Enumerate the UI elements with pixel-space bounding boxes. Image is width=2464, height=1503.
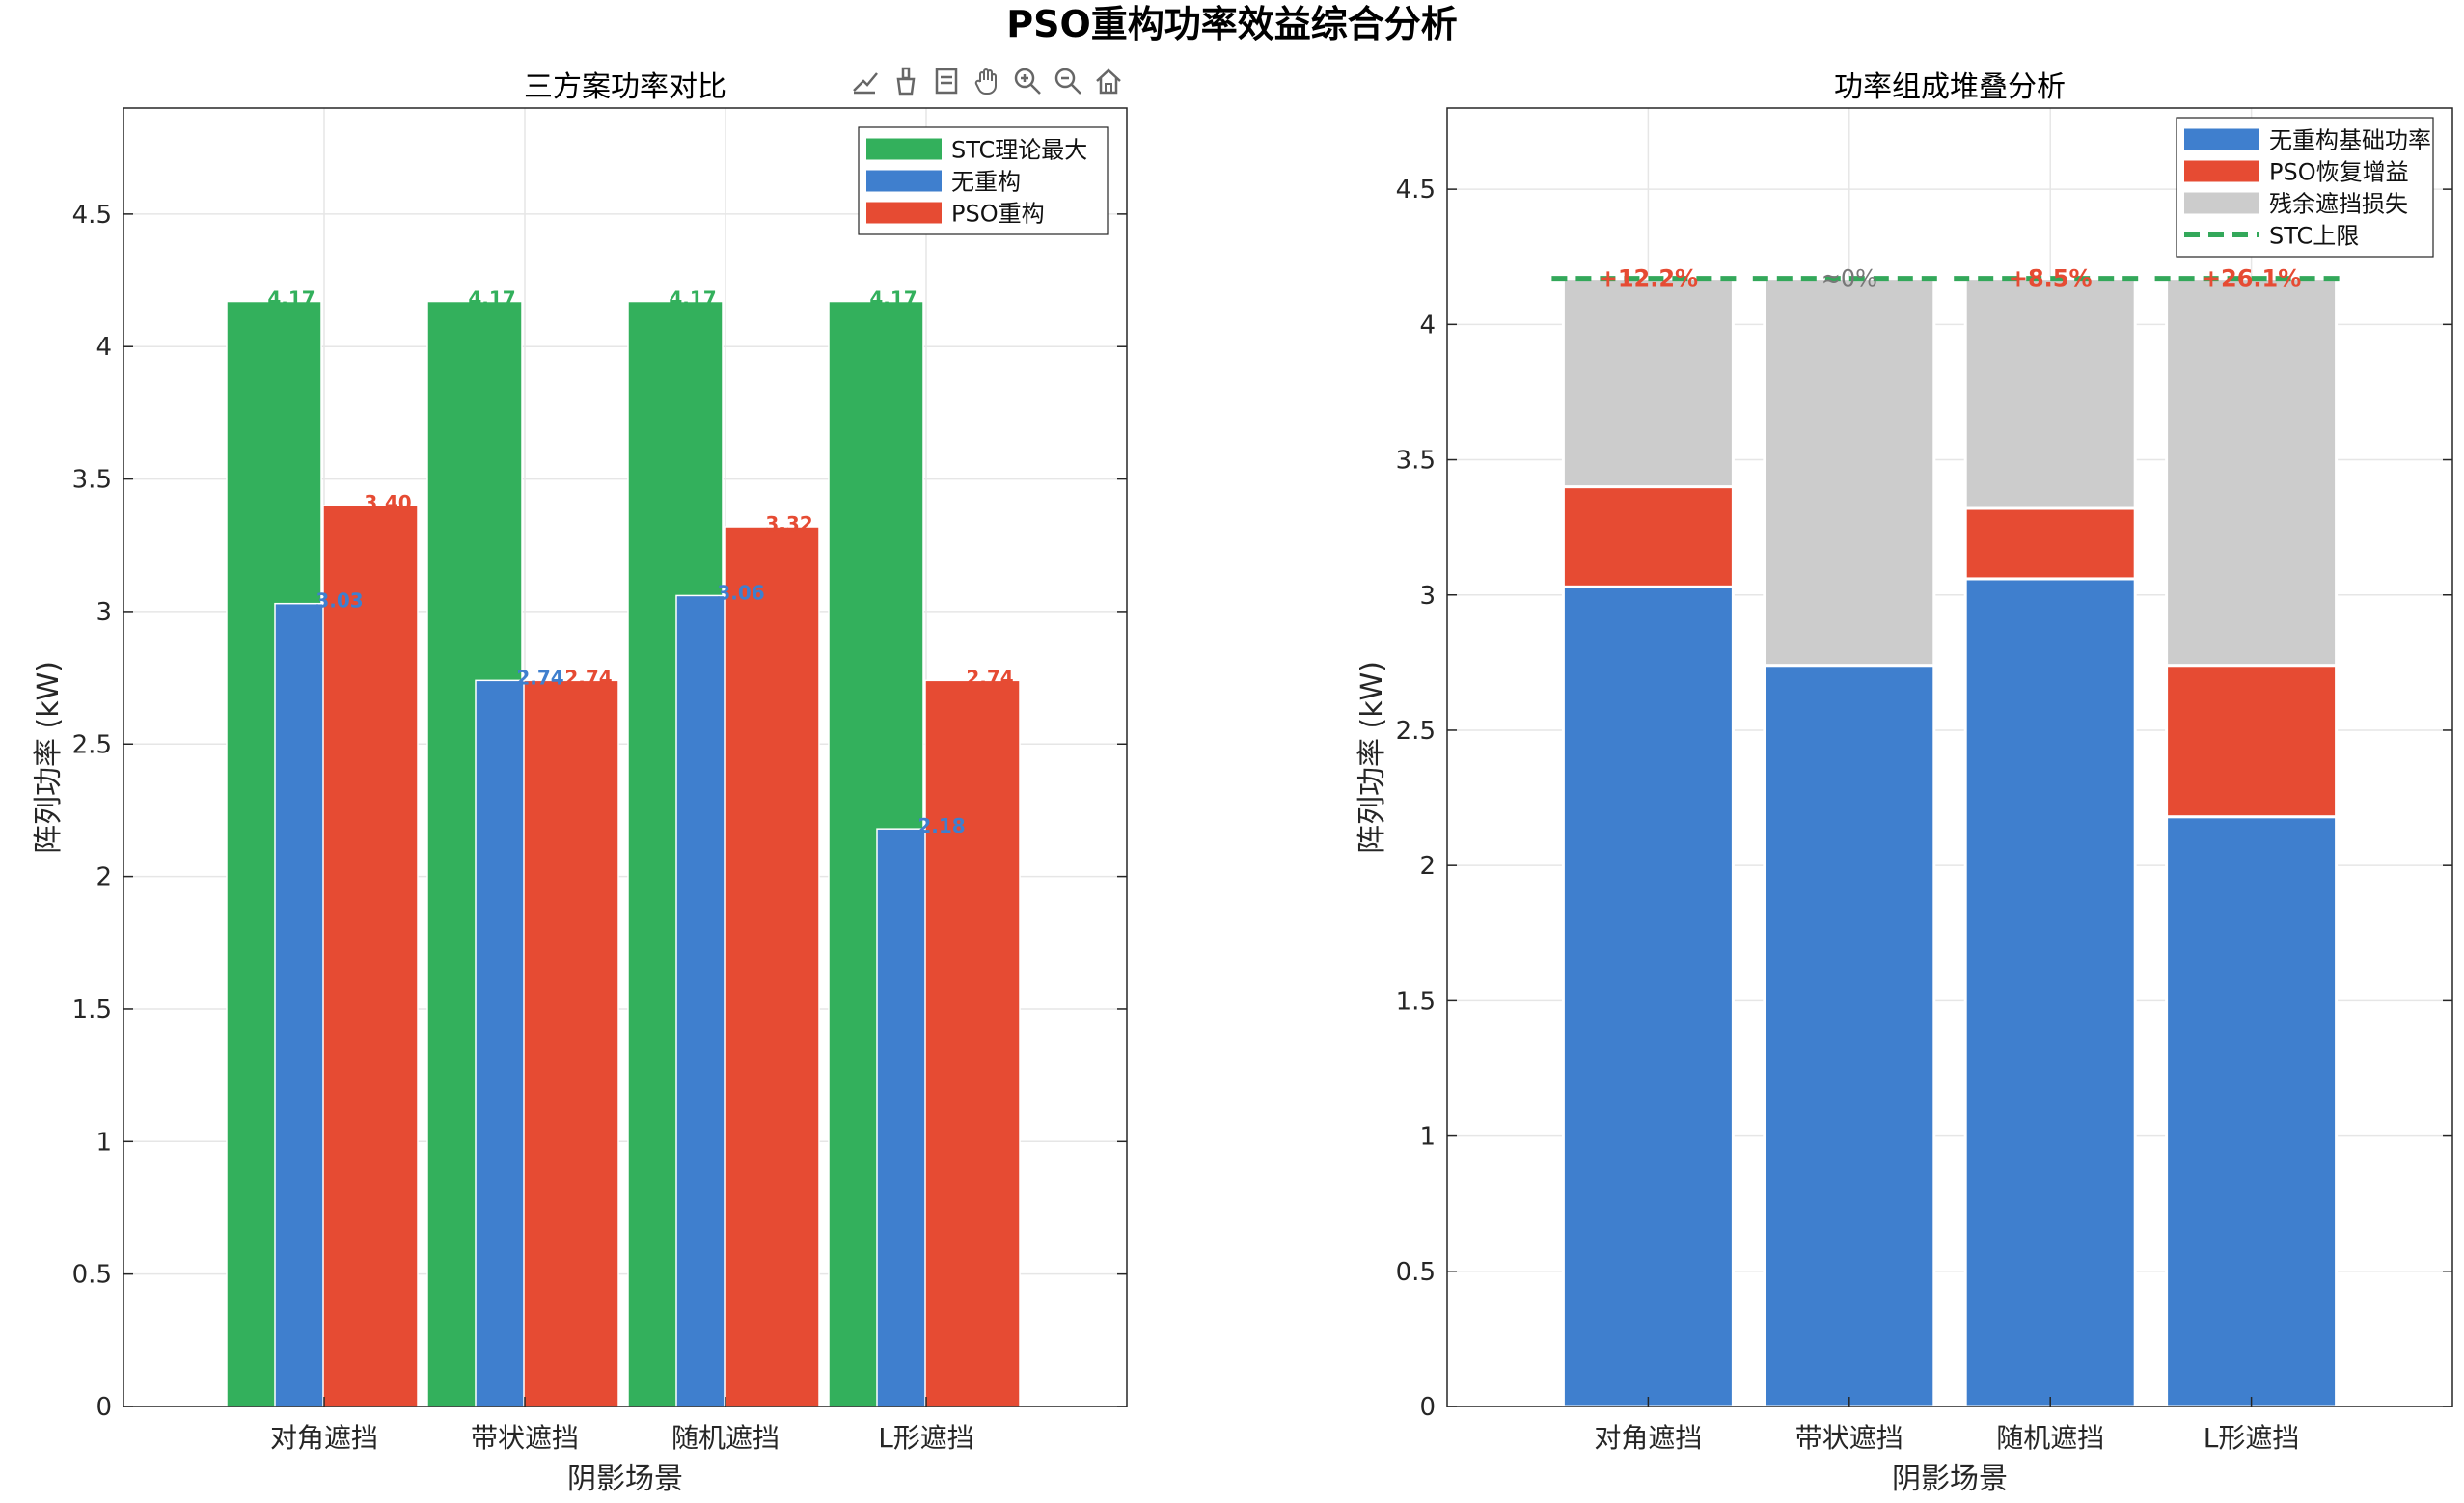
data-label: 2.74 [516,666,563,689]
gain-annotation: ≈0% [1821,265,1877,292]
bar [523,679,619,1407]
legend-swatch [866,170,942,192]
legend-label: PSO恢复增益 [2269,159,2409,186]
right-chart: +12.2% ≈0% +8.5% +26.1% 0 0.5 1 1.5 2 2.5 3 3.5 4 4.5… [1355,70,2453,1496]
brush-icon[interactable] [888,62,924,100]
data-label: 3.03 [315,589,363,613]
x-axis-label: 阴影场景 [567,1462,683,1496]
zoom-in-icon[interactable] [1009,62,1046,100]
legend-label: PSO重构 [951,201,1045,228]
y-axis-label: 阵列功率 (kW) [1355,661,1389,854]
stacked-bar-segment [2165,277,2339,668]
legend-swatch [866,202,942,224]
stacked-bar-segment [1963,277,2137,510]
y-tick-label: 1.5 [72,996,112,1025]
legend-swatch [2184,192,2259,214]
data-label: 4.17 [468,287,515,311]
y-tick-label: 4.5 [1396,176,1436,205]
left-chart: 4.17 4.17 4.17 4.17 3.03 2.74 3.06 2.18 3.40 2.74… [32,70,1128,1496]
zoom-out-icon[interactable] [1050,62,1086,100]
legend-label: STC理论最大 [951,137,1087,164]
stacked-bar-segment [1963,506,2137,581]
pan-icon[interactable] [969,62,1005,100]
axes-box [123,107,1128,1407]
y-axis-label: 阵列功率 (kW) [32,661,66,854]
legend-swatch [866,138,942,160]
y-tick-label: 3 [96,598,112,627]
data-label: 4.17 [267,287,315,311]
x-tick-label: 带状遮挡 [1795,1422,1903,1454]
x-tick-label: 带状遮挡 [471,1422,579,1454]
chart-title: 功率组成堆叠分析 [1834,70,2066,104]
data-label: 2.74 [966,666,1013,689]
export-icon[interactable] [847,62,884,100]
datatip-icon[interactable] [928,62,965,100]
x-tick-label: L形遮挡 [2204,1422,2300,1454]
x-tick-label: L形遮挡 [878,1422,974,1454]
x-axis-label: 阴影场景 [1892,1462,2008,1496]
x-tick-label: 随机遮挡 [1996,1422,2104,1454]
stacked-bar-segment [2165,815,2339,1408]
stacked-bar-segment [2165,664,2339,819]
data-label: 3.40 [364,491,411,514]
legend-swatch [2184,128,2259,150]
legend-label: 残余遮挡损失 [2269,191,2408,218]
legend-label: 无重构 [951,169,1021,196]
figure-title: PSO重构功率效益综合分析 [1006,3,1458,45]
axes-box [1446,107,2453,1407]
data-label: 3.32 [765,512,812,535]
y-tick-label: 4 [1419,311,1436,340]
y-tick-label: 2 [1419,852,1436,881]
bar [924,679,1021,1407]
y-tick-label: 1.5 [1396,987,1436,1016]
y-tick-label: 0 [96,1393,112,1422]
data-label: 4.17 [869,287,917,311]
stacked-bar-segment [1561,485,1735,588]
gain-annotation: +12.2% [1599,265,1698,292]
stacked-bar-segment [1763,664,1936,1408]
y-tick-label: 0 [1419,1393,1436,1422]
y-tick-label: 1 [1419,1123,1436,1152]
y-tick-label: 4.5 [72,201,112,230]
data-label: 4.17 [669,287,716,311]
legend-label: 无重构基础功率 [2269,127,2431,154]
x-tick-label: 随机遮挡 [671,1422,780,1454]
gain-annotation: +8.5% [2009,265,2093,292]
y-tick-label: 1 [96,1128,112,1157]
data-label: 3.06 [717,581,764,604]
stacked-bar-segment [1763,277,1936,668]
gain-annotation: +26.1% [2202,265,2301,292]
stacked-bar-segment [1963,577,2137,1408]
stacked-bar-segment [1561,277,1735,489]
x-tick-label: 对角遮挡 [270,1422,378,1454]
y-tick-label: 3.5 [1396,447,1436,476]
data-label: 2.18 [917,814,965,837]
y-tick-label: 2.5 [72,730,112,759]
legend-swatch [2184,160,2259,182]
y-tick-label: 0.5 [1396,1258,1436,1287]
legend-label: STC上限 [2269,223,2359,250]
stacked-bar-segment [1561,585,1735,1408]
y-tick-label: 3.5 [72,466,112,495]
chart-title: 三方案功率对比 [524,70,726,104]
bar [322,505,419,1407]
y-tick-label: 2.5 [1396,717,1436,746]
data-label: 2.74 [564,666,612,689]
bar [724,526,820,1407]
x-tick-label: 对角遮挡 [1594,1422,1702,1454]
y-tick-label: 0.5 [72,1261,112,1290]
axes-toolbar [847,62,1127,104]
y-tick-label: 4 [96,333,112,362]
y-tick-label: 2 [96,863,112,892]
y-tick-label: 3 [1419,582,1436,611]
home-icon[interactable] [1090,62,1127,100]
